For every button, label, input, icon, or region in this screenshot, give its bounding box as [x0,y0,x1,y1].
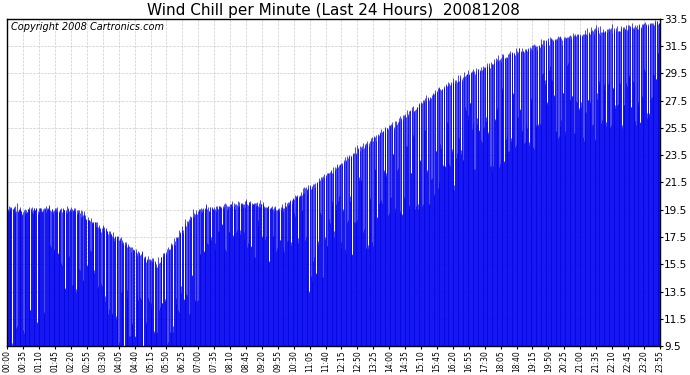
Text: Copyright 2008 Cartronics.com: Copyright 2008 Cartronics.com [10,22,164,32]
Title: Wind Chill per Minute (Last 24 Hours)  20081208: Wind Chill per Minute (Last 24 Hours) 20… [147,3,520,18]
